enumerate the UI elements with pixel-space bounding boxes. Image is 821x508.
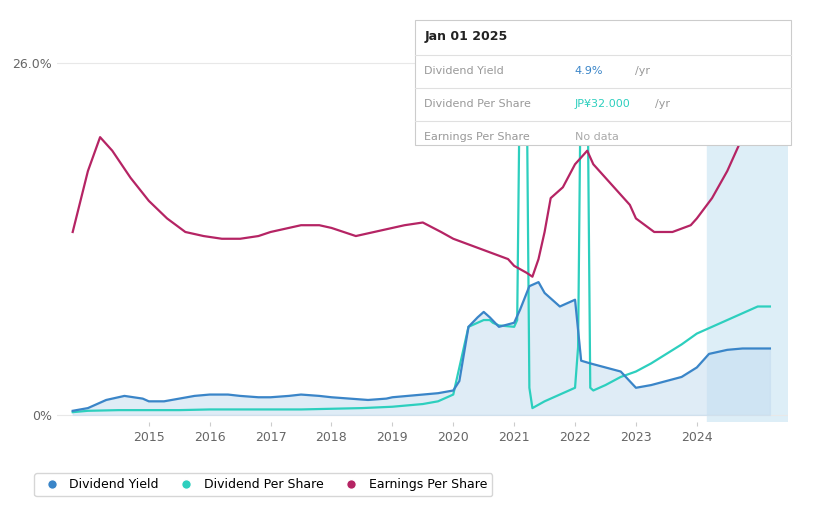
Text: Dividend Yield: Dividend Yield — [424, 66, 504, 76]
Text: Jan 01 2025: Jan 01 2025 — [424, 29, 507, 43]
Legend: Dividend Yield, Dividend Per Share, Earnings Per Share: Dividend Yield, Dividend Per Share, Earn… — [34, 473, 492, 496]
Text: Past: Past — [770, 42, 793, 52]
Text: /yr: /yr — [655, 99, 670, 109]
Text: /yr: /yr — [635, 66, 649, 76]
Text: No data: No data — [575, 132, 618, 142]
Bar — [707, 36, 788, 422]
Text: Dividend Per Share: Dividend Per Share — [424, 99, 531, 109]
Text: JP¥32.000: JP¥32.000 — [575, 99, 631, 109]
Text: Earnings Per Share: Earnings Per Share — [424, 132, 530, 142]
Text: 4.9%: 4.9% — [575, 66, 603, 76]
